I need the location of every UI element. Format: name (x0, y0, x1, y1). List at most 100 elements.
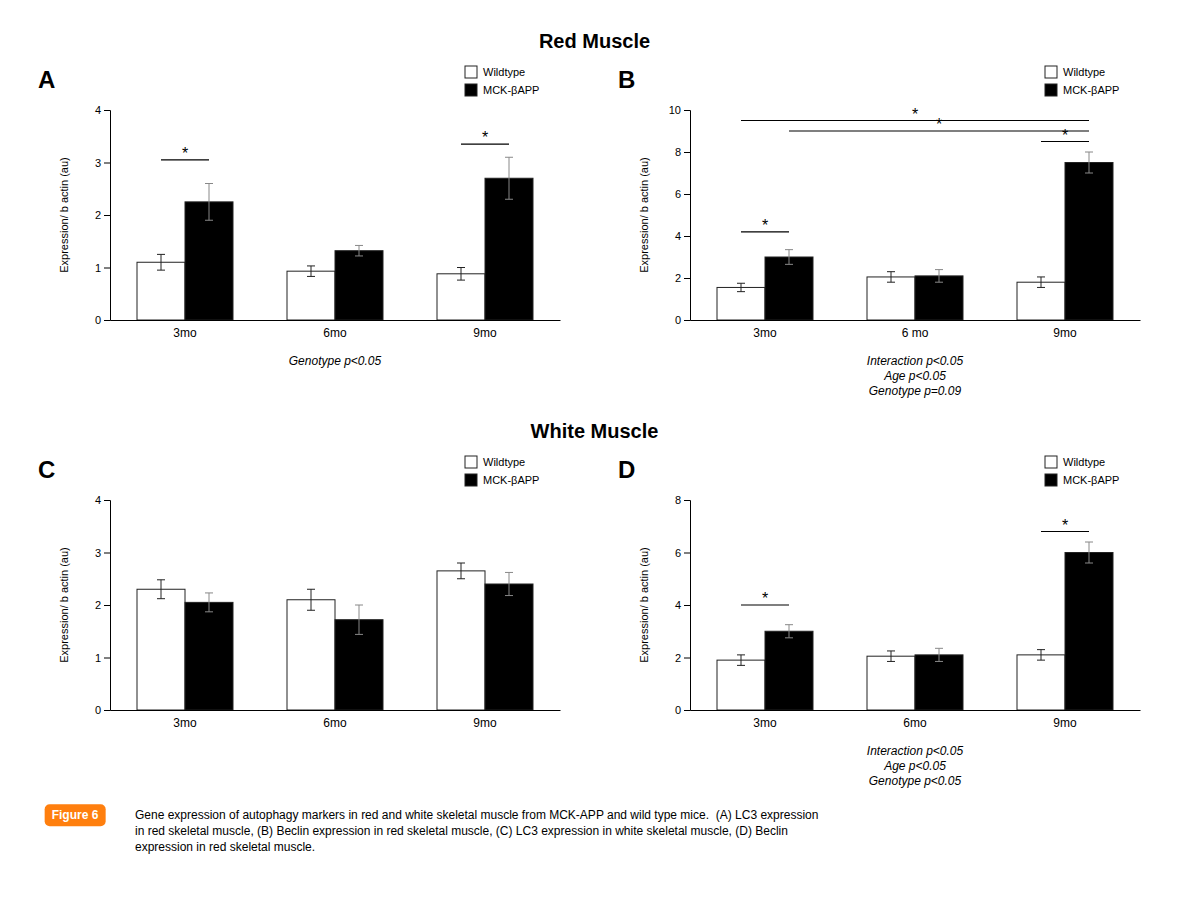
bar (915, 655, 963, 710)
tick-label: 3mo (753, 326, 777, 340)
error-bar (887, 272, 895, 283)
axis-line (104, 111, 111, 321)
bar (1065, 553, 1113, 711)
tick-mark (104, 268, 110, 269)
panel: 012343mo6mo9moCExpression/ b actin (au)W… (38, 456, 561, 730)
y-tick: 8 (675, 494, 690, 506)
legend-swatch (465, 474, 477, 486)
sig-marker: * (936, 116, 942, 133)
legend-swatch (1045, 474, 1057, 486)
plot-marks (717, 542, 1113, 710)
legend-label: Wildtype (483, 456, 525, 468)
tick-label: 3 (95, 157, 101, 169)
plot-marks (137, 563, 533, 710)
tick-mark (684, 110, 690, 111)
x-tick: 6 mo (902, 320, 929, 340)
legend-label: Wildtype (1063, 456, 1105, 468)
legend-label: MCK-βAPP (1063, 474, 1119, 486)
error-bar (355, 605, 363, 634)
tick-mark (684, 152, 690, 153)
bar (335, 251, 383, 320)
bar (1065, 163, 1113, 321)
bar (867, 277, 915, 320)
panel-label: A (38, 66, 55, 93)
series (137, 563, 485, 710)
y-tick: 3 (95, 157, 110, 169)
bar (185, 602, 233, 710)
legend: WildtypeMCK-βAPP (1045, 66, 1119, 96)
y-tick: 0 (95, 314, 110, 326)
legend: Wildtype MCK-βAPP (1045, 456, 1119, 486)
error-bar (157, 254, 165, 270)
tick-label: 6mo (323, 716, 347, 730)
tick-label: 0 (95, 704, 101, 716)
bar (437, 274, 485, 320)
y-tick: 0 (95, 704, 110, 716)
tick-mark (104, 658, 110, 659)
axis-line (104, 501, 111, 711)
axis-line (684, 501, 691, 711)
y-tick: 4 (675, 230, 690, 242)
x-tick: 3mo (173, 320, 197, 340)
y-axis-title: Expression/ b actin (au) (638, 157, 650, 273)
y-axis-title: Expression/ b actin (au) (638, 547, 650, 663)
bar (1017, 655, 1065, 710)
y-tick: 4 (95, 494, 110, 506)
error-bar (1085, 152, 1093, 173)
y-axis: 0 1 2 3 4 (95, 104, 111, 326)
tick-label: 0 (675, 704, 681, 716)
tick-label: 6mo (323, 326, 347, 340)
tick-label: 4 (95, 494, 101, 506)
sig-marker: * (762, 590, 768, 607)
y-tick: 2 (95, 599, 110, 611)
y-tick: 4 (95, 104, 110, 116)
panel-label: C (38, 456, 55, 483)
tick-mark (684, 710, 690, 711)
tick-label: 8 (675, 146, 681, 158)
axis-line (684, 111, 691, 321)
section-title: White Muscle (531, 420, 659, 442)
bar (765, 631, 813, 710)
x-axis: 3mo6 mo9mo (691, 320, 1141, 340)
error-bar (205, 184, 213, 221)
tick-mark (104, 553, 110, 554)
caption: Gene expression of autophagy markers in … (135, 808, 818, 854)
bar (485, 584, 533, 710)
bar (287, 271, 335, 320)
tick-mark (104, 500, 110, 501)
sig-marker: * (182, 145, 188, 162)
bar (137, 262, 185, 320)
tick-mark (104, 110, 110, 111)
y-tick: 2 (95, 209, 110, 221)
error-bar (307, 589, 315, 610)
tick-label: 6mo (903, 716, 927, 730)
series (765, 542, 1113, 710)
x-tick: 6mo (323, 320, 347, 340)
legend-label: Wildtype (483, 66, 525, 78)
panel-label: D (618, 456, 635, 483)
sig-marker: * (1062, 517, 1068, 534)
bar (717, 660, 765, 710)
tick-label: 2 (95, 209, 101, 221)
caption-label: Figure 6 (52, 808, 99, 822)
y-tick: 4 (675, 599, 690, 611)
y-tick: 2 (675, 652, 690, 664)
error-bar (935, 648, 943, 661)
x-tick: 9mo (1053, 710, 1077, 730)
caption-label-box (45, 804, 106, 826)
error-bar (1037, 277, 1045, 288)
panel: 02468103mo6 mo9mo****BExpression/ b acti… (618, 66, 1141, 398)
tick-label: 10 (669, 104, 681, 116)
axis-line (691, 320, 1141, 321)
bar (867, 656, 915, 710)
tick-label: 9mo (473, 326, 497, 340)
tick-label: 3 (95, 547, 101, 559)
bar (765, 257, 813, 320)
y-tick: 1 (95, 262, 110, 274)
legend-swatch (465, 456, 477, 468)
error-bar (1037, 650, 1045, 661)
x-tick: 9mo (473, 320, 497, 340)
y-tick: 8 (675, 146, 690, 158)
y-tick: 2 (675, 272, 690, 284)
series (765, 152, 1113, 320)
